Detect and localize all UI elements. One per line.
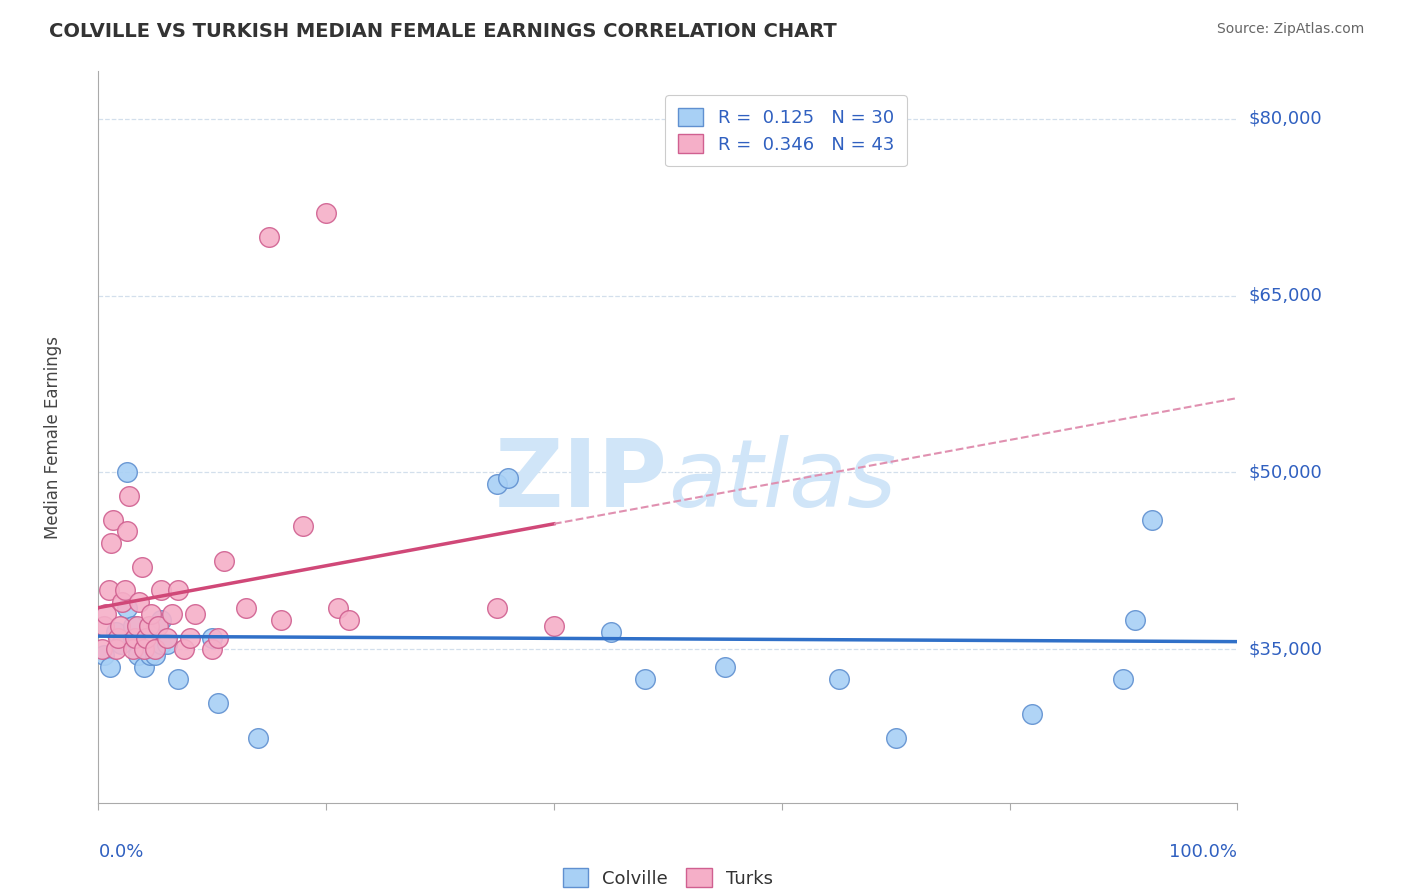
Point <box>179 631 201 645</box>
Point <box>167 672 190 686</box>
Point <box>315 206 337 220</box>
Point <box>207 696 229 710</box>
Point <box>1112 672 1135 686</box>
Legend: Colville, Turks: Colville, Turks <box>554 859 782 892</box>
Point <box>150 583 173 598</box>
Point <box>107 631 129 645</box>
Point <box>100 536 122 550</box>
Point <box>212 554 235 568</box>
Point <box>103 513 125 527</box>
Point <box>118 489 141 503</box>
Point <box>121 642 143 657</box>
Text: 0.0%: 0.0% <box>98 843 143 861</box>
Point <box>486 477 509 491</box>
Point <box>114 583 136 598</box>
Point <box>121 631 143 645</box>
Point <box>124 631 146 645</box>
Text: 100.0%: 100.0% <box>1170 843 1237 861</box>
Point <box>97 583 120 598</box>
Point <box>600 624 623 639</box>
Point <box>270 613 292 627</box>
Point <box>498 471 520 485</box>
Point <box>486 601 509 615</box>
Point <box>146 619 169 633</box>
Point <box>115 466 138 480</box>
Point <box>108 619 131 633</box>
Text: ZIP: ZIP <box>495 435 668 527</box>
Text: atlas: atlas <box>668 435 896 526</box>
Point <box>884 731 907 745</box>
Text: $80,000: $80,000 <box>1249 110 1322 128</box>
Point <box>145 648 167 663</box>
Point <box>246 731 269 745</box>
Point <box>1140 513 1163 527</box>
Point <box>132 660 155 674</box>
Point <box>93 648 115 663</box>
Point <box>127 619 149 633</box>
Text: $65,000: $65,000 <box>1249 286 1322 304</box>
Text: $50,000: $50,000 <box>1249 464 1322 482</box>
Point <box>634 672 657 686</box>
Text: $35,000: $35,000 <box>1249 640 1323 658</box>
Point <box>90 642 112 657</box>
Point <box>184 607 207 621</box>
Point <box>259 229 281 244</box>
Point <box>121 619 143 633</box>
Point <box>150 613 173 627</box>
Point <box>167 583 190 598</box>
Point <box>139 607 162 621</box>
Point <box>138 619 160 633</box>
Point <box>207 631 229 645</box>
Point <box>337 613 360 627</box>
Point <box>135 631 157 645</box>
Point <box>111 595 134 609</box>
Point <box>131 559 153 574</box>
Point <box>145 642 167 657</box>
Point <box>292 518 315 533</box>
Point <box>201 642 224 657</box>
Point <box>235 601 257 615</box>
Point <box>326 601 349 615</box>
Point <box>156 636 179 650</box>
Point <box>173 642 195 657</box>
Text: COLVILLE VS TURKISH MEDIAN FEMALE EARNINGS CORRELATION CHART: COLVILLE VS TURKISH MEDIAN FEMALE EARNIN… <box>49 22 837 41</box>
Text: Median Female Earnings: Median Female Earnings <box>44 335 62 539</box>
Point <box>162 607 184 621</box>
Point <box>156 631 179 645</box>
Point <box>132 642 155 657</box>
Point <box>104 642 127 657</box>
Point <box>150 636 173 650</box>
Point <box>115 601 138 615</box>
Point <box>201 631 224 645</box>
Point <box>1021 707 1043 722</box>
Point <box>104 624 127 639</box>
Point <box>714 660 737 674</box>
Point <box>96 607 118 621</box>
Point <box>543 619 565 633</box>
Point <box>115 524 138 539</box>
Point <box>1123 613 1146 627</box>
Point <box>138 648 160 663</box>
Point <box>828 672 851 686</box>
Point <box>93 619 115 633</box>
Point <box>98 660 121 674</box>
Point <box>128 595 150 609</box>
Point <box>110 636 132 650</box>
Point <box>127 648 149 663</box>
Text: Source: ZipAtlas.com: Source: ZipAtlas.com <box>1216 22 1364 37</box>
